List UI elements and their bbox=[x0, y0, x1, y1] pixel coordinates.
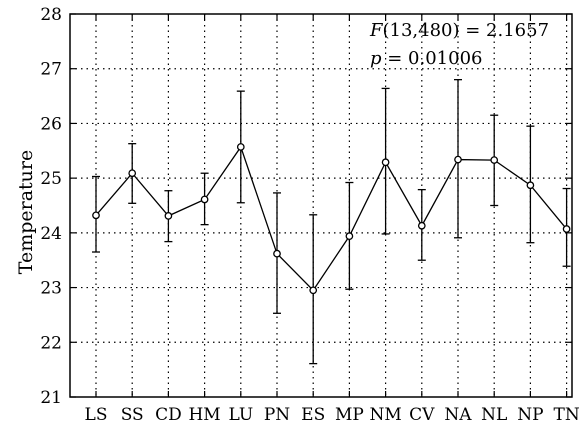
x-tick-labels: LS SS CD HM LU PN ES MP NM CV NA NL NP TN bbox=[85, 405, 580, 425]
data-point-lu bbox=[236, 143, 245, 151]
y-tick-label: 22 bbox=[40, 333, 62, 353]
data-point-nl bbox=[490, 156, 499, 164]
x-tick-label-cd: CD bbox=[155, 405, 182, 425]
x-tick-label-es: ES bbox=[301, 405, 325, 425]
f-value: (13,480) = 2.1657 bbox=[383, 20, 550, 41]
data-point-cv bbox=[417, 221, 426, 230]
x-tick-label-np: NP bbox=[517, 405, 543, 425]
x-tick-label-hm: HM bbox=[188, 405, 220, 425]
data-point-mp bbox=[345, 232, 354, 240]
x-tick-label-nm: NM bbox=[369, 405, 401, 425]
y-tick-label: 21 bbox=[40, 388, 62, 408]
x-tick-label-pn: PN bbox=[264, 405, 290, 425]
x-tick-label-mp: MP bbox=[335, 405, 364, 425]
y-tick-label: 26 bbox=[40, 114, 62, 134]
x-tick-label-cv: CV bbox=[409, 405, 435, 425]
y-tick-label: 24 bbox=[40, 224, 62, 244]
plot-frame bbox=[69, 13, 573, 398]
p-value: = 0.01006 bbox=[382, 48, 483, 69]
data-point-tn bbox=[562, 225, 571, 233]
x-tick-label-ss: SS bbox=[121, 405, 144, 425]
data-point-hm bbox=[200, 195, 209, 204]
f-symbol: F bbox=[369, 20, 384, 41]
f-statistic-annotation: F(13,480) = 2.1657 bbox=[369, 20, 549, 41]
data-point-ls bbox=[92, 211, 100, 220]
x-tick-label-na: NA bbox=[444, 405, 472, 425]
data-point-na bbox=[454, 155, 462, 164]
p-value-annotation: p = 0.01006 bbox=[370, 48, 483, 69]
error-bars bbox=[92, 79, 571, 365]
x-tick-label-nl: NL bbox=[481, 405, 507, 425]
y-tick-label: 23 bbox=[40, 279, 62, 299]
data-point-np bbox=[526, 181, 535, 190]
data-point-cd bbox=[164, 212, 173, 220]
x-tick-label-lu: LU bbox=[228, 405, 253, 425]
data-point-nm bbox=[381, 158, 390, 167]
data-points bbox=[92, 143, 571, 295]
data-point-ss bbox=[128, 169, 137, 178]
y-axis-label: Temperature bbox=[15, 150, 37, 274]
y-tick-label: 27 bbox=[40, 60, 62, 80]
p-symbol: p bbox=[370, 48, 382, 69]
x-tick-label-ls: LS bbox=[85, 405, 108, 425]
data-point-es bbox=[309, 286, 318, 295]
series-line bbox=[95, 145, 568, 292]
y-tick-labels: 21 22 23 24 25 26 27 28 bbox=[40, 5, 62, 408]
ticks bbox=[70, 13, 572, 398]
x-tick-label-tn: TN bbox=[553, 405, 579, 425]
y-tick-label: 25 bbox=[40, 169, 62, 189]
y-tick-label: 28 bbox=[40, 5, 62, 25]
data-point-pn bbox=[273, 249, 281, 258]
